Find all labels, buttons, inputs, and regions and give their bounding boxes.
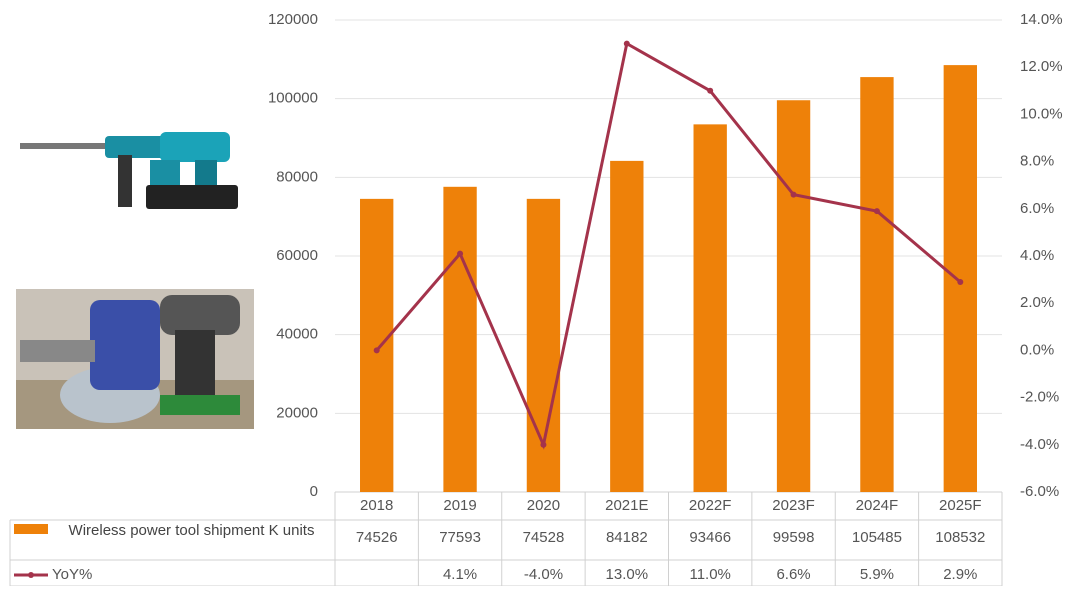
- line-point: [957, 279, 963, 285]
- bar: [777, 100, 810, 492]
- vacuum-illustration: [16, 289, 254, 429]
- y-tick-label: 20000: [276, 404, 318, 421]
- bar: [360, 199, 393, 492]
- table-value: 6.6%: [776, 566, 810, 583]
- table-value: -4.0%: [524, 566, 563, 583]
- y2-tick-label: -6.0%: [1020, 483, 1059, 500]
- table-value: 99598: [773, 529, 815, 546]
- y2-tick-label: 10.0%: [1020, 105, 1063, 122]
- y2-tick-label: 0.0%: [1020, 341, 1054, 358]
- y-tick-label: 80000: [276, 168, 318, 185]
- table-value: 11.0%: [689, 566, 730, 583]
- table-value: 108532: [935, 529, 985, 546]
- y-tick-label: 60000: [276, 247, 318, 264]
- y2-tick-label: -2.0%: [1020, 389, 1059, 406]
- table-value: 74528: [523, 529, 565, 546]
- line-point: [540, 442, 546, 448]
- legend-swatch: [28, 572, 34, 578]
- bar: [443, 187, 476, 492]
- bar: [944, 65, 977, 492]
- x-tick-label: 2021E: [605, 497, 648, 514]
- line-point: [457, 251, 463, 257]
- y-tick-label: 120000: [268, 11, 318, 28]
- bar: [610, 161, 643, 492]
- table-value: 105485: [852, 529, 902, 546]
- table-value: 2.9%: [943, 566, 977, 583]
- legend-swatch: [14, 524, 48, 534]
- table-value: 4.1%: [443, 566, 477, 583]
- line-point: [624, 41, 630, 47]
- x-tick-label: 2018: [360, 497, 393, 514]
- table-value: 84182: [606, 529, 648, 546]
- drill-illustration: [20, 132, 238, 209]
- bar: [860, 77, 893, 492]
- legend-label: Wireless power tool shipment K units: [48, 520, 335, 539]
- table-value: 13.0%: [606, 566, 649, 583]
- line-point: [874, 208, 880, 214]
- line-point: [374, 347, 380, 353]
- table-value: 77593: [439, 529, 481, 546]
- y2-tick-label: 12.0%: [1020, 58, 1063, 75]
- y2-tick-label: -4.0%: [1020, 436, 1059, 453]
- x-tick-label: 2022F: [689, 497, 732, 514]
- y2-tick-label: 14.0%: [1020, 11, 1063, 28]
- legend-label: YoY%: [52, 566, 92, 583]
- x-tick-label: 2020: [527, 497, 560, 514]
- chart: Wireless power tool shipment K units YoY…: [0, 0, 1087, 586]
- bar: [694, 124, 727, 492]
- x-tick-label: 2024F: [856, 497, 899, 514]
- y-tick-label: 40000: [276, 326, 318, 343]
- x-tick-label: 2019: [443, 497, 476, 514]
- line-point: [791, 192, 797, 198]
- y-tick-label: 100000: [268, 90, 318, 107]
- legend-label-box: Wireless power tool shipment K units: [48, 520, 335, 560]
- x-tick-label: 2023F: [772, 497, 815, 514]
- line-point: [707, 88, 713, 94]
- table-value: 74526: [356, 529, 398, 546]
- table-value: 5.9%: [860, 566, 894, 583]
- y2-tick-label: 2.0%: [1020, 294, 1054, 311]
- y2-tick-label: 8.0%: [1020, 153, 1054, 170]
- y2-tick-label: 6.0%: [1020, 200, 1054, 217]
- x-tick-label: 2025F: [939, 497, 982, 514]
- y2-tick-label: 4.0%: [1020, 247, 1054, 264]
- y-tick-label: 0: [310, 483, 318, 500]
- table-value: 93466: [689, 529, 731, 546]
